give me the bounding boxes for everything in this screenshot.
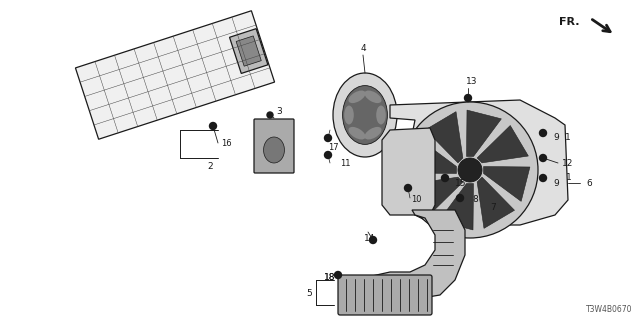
Text: 2: 2 (207, 162, 213, 171)
Circle shape (267, 112, 273, 118)
Ellipse shape (333, 73, 397, 157)
FancyBboxPatch shape (338, 275, 432, 315)
Circle shape (209, 123, 216, 130)
FancyBboxPatch shape (254, 119, 294, 173)
Polygon shape (236, 36, 261, 66)
Text: 14: 14 (364, 234, 376, 243)
Text: 3: 3 (276, 107, 282, 116)
Ellipse shape (344, 106, 354, 124)
Text: 10: 10 (411, 195, 421, 204)
Text: 18: 18 (323, 274, 335, 283)
Circle shape (369, 236, 376, 244)
Text: 8: 8 (472, 196, 477, 204)
Polygon shape (467, 110, 501, 156)
Polygon shape (477, 177, 515, 228)
Text: 9: 9 (553, 133, 559, 142)
Text: 7: 7 (490, 203, 496, 212)
Text: T3W4B0670: T3W4B0670 (586, 305, 632, 314)
Circle shape (335, 271, 342, 278)
Circle shape (404, 185, 412, 191)
Text: 12: 12 (562, 158, 573, 167)
Polygon shape (382, 128, 435, 215)
Text: FR.: FR. (559, 17, 580, 27)
Polygon shape (390, 100, 568, 225)
Circle shape (456, 195, 463, 202)
Circle shape (458, 158, 482, 182)
Polygon shape (484, 166, 530, 201)
Ellipse shape (364, 91, 381, 103)
Text: 4: 4 (360, 44, 366, 53)
Text: 6: 6 (586, 179, 592, 188)
Ellipse shape (364, 127, 381, 140)
Circle shape (402, 102, 538, 238)
Text: 9: 9 (553, 179, 559, 188)
Polygon shape (412, 177, 463, 214)
Text: 15: 15 (455, 179, 467, 188)
Text: 18: 18 (323, 274, 335, 283)
Ellipse shape (348, 91, 365, 103)
Ellipse shape (376, 106, 386, 124)
Polygon shape (370, 210, 465, 300)
Ellipse shape (342, 85, 387, 144)
Polygon shape (438, 184, 474, 230)
Text: 17: 17 (328, 143, 339, 153)
Circle shape (324, 134, 332, 141)
Polygon shape (426, 112, 463, 163)
Circle shape (540, 174, 547, 181)
Circle shape (465, 94, 472, 101)
Circle shape (324, 151, 332, 158)
Circle shape (442, 174, 449, 181)
Text: 16: 16 (221, 139, 232, 148)
Text: 1: 1 (565, 133, 571, 142)
Text: 5: 5 (307, 289, 312, 298)
Polygon shape (76, 11, 275, 139)
Polygon shape (410, 139, 456, 173)
Circle shape (540, 155, 547, 162)
Ellipse shape (348, 127, 365, 140)
Text: 13: 13 (467, 77, 477, 86)
Ellipse shape (264, 137, 284, 163)
Polygon shape (477, 125, 529, 163)
Text: 11: 11 (340, 158, 351, 167)
Polygon shape (230, 29, 268, 74)
Text: 1: 1 (566, 173, 572, 182)
Circle shape (540, 130, 547, 137)
